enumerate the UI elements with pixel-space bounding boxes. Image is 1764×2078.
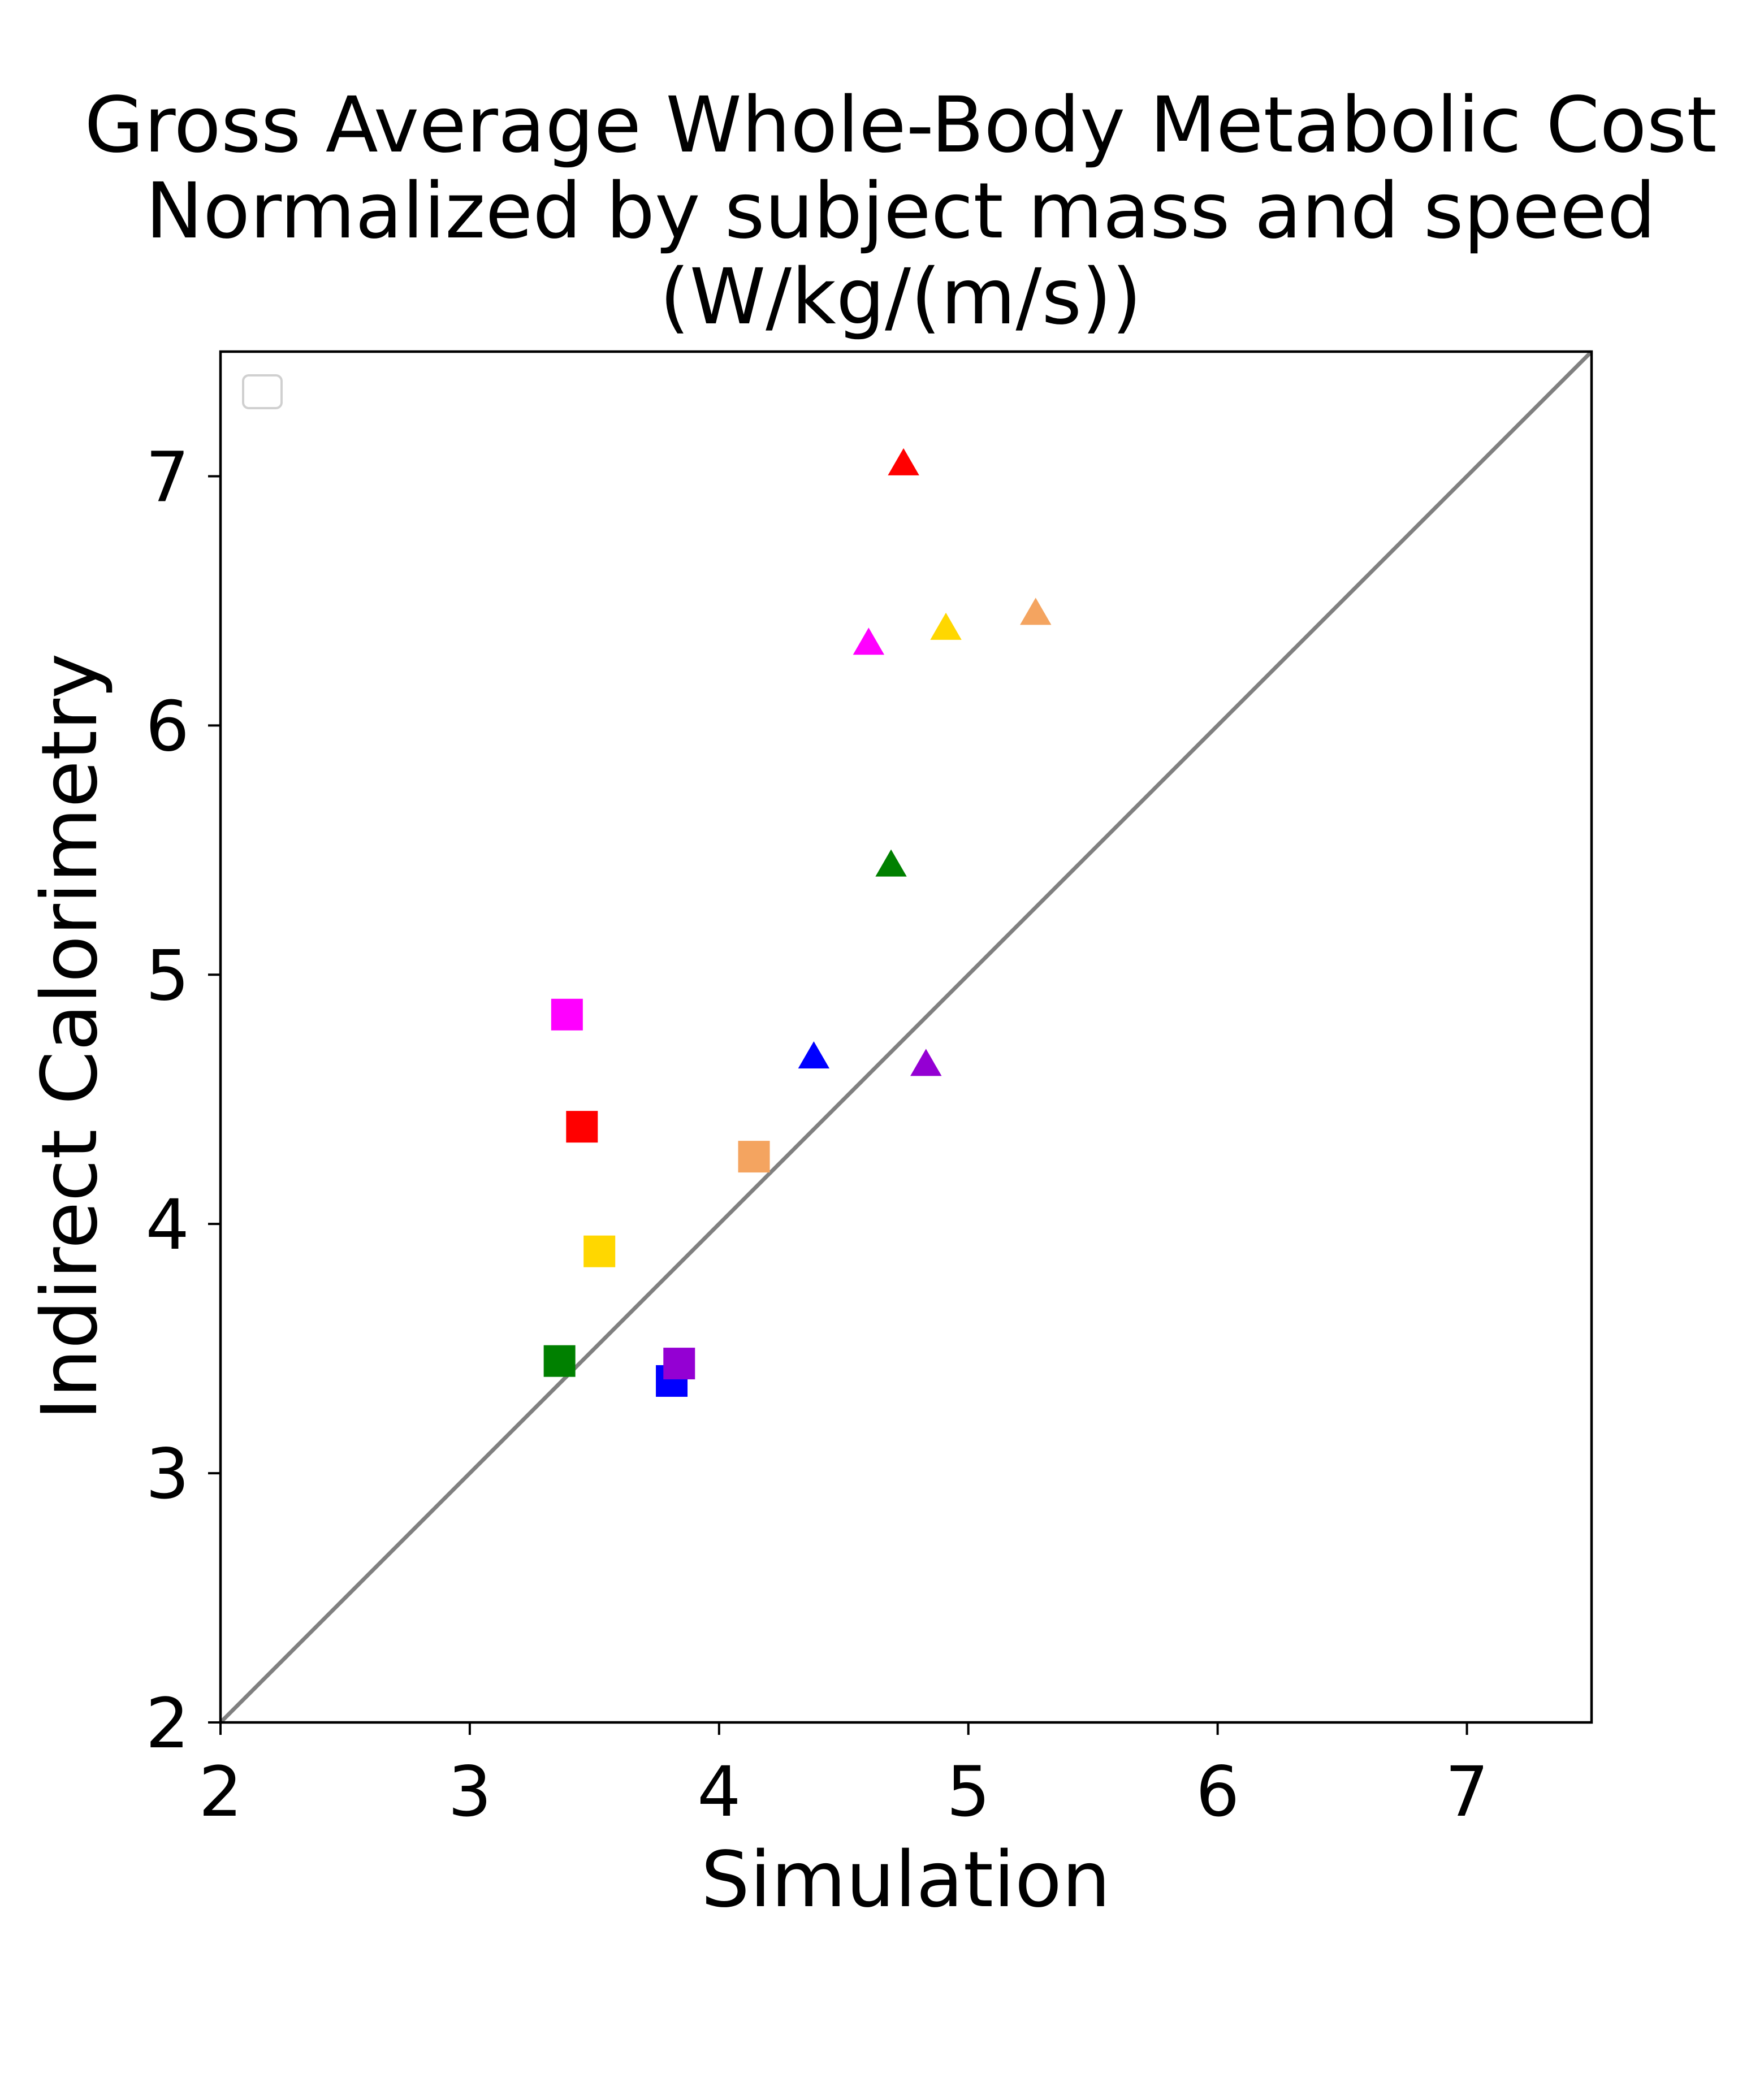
axes-frame <box>219 350 1593 1724</box>
x-tick-label: 7 <box>1445 1752 1489 1832</box>
y-tick-label: 5 <box>145 936 189 1016</box>
x-tick-label: 5 <box>946 1752 991 1832</box>
reference-line-layer <box>219 350 1593 1724</box>
y-tick-label: 3 <box>145 1434 189 1514</box>
square-marker-0 <box>551 998 583 1031</box>
x-tick-label: 2 <box>198 1752 243 1832</box>
x-tick-label: 3 <box>448 1752 492 1832</box>
x-tick-label: 6 <box>1196 1752 1240 1832</box>
chart-title-line-3: (W/kg/(m/s)) <box>660 253 1142 342</box>
identity-line <box>219 350 1593 1724</box>
marker-layer <box>543 448 1052 1397</box>
triangle-marker-6 <box>910 1049 942 1076</box>
triangle-marker-0 <box>888 448 919 475</box>
y-tick-label: 2 <box>145 1683 189 1764</box>
triangle-marker-1 <box>853 627 885 655</box>
y-axis-label: Indirect Calorimetry <box>25 653 115 1420</box>
triangle-marker-5 <box>798 1041 830 1069</box>
y-axis-ticks: 2 3 4 5 6 7 <box>145 437 220 1764</box>
y-tick-label: 7 <box>145 437 189 517</box>
square-marker-6 <box>663 1348 695 1380</box>
triangle-marker-2 <box>930 612 962 640</box>
triangle-marker-4 <box>875 849 907 877</box>
triangle-marker-3 <box>1020 598 1052 625</box>
x-axis-label: Simulation <box>701 1835 1110 1925</box>
square-marker-3 <box>583 1235 616 1267</box>
x-axis-ticks: 2 3 4 5 6 7 <box>198 1722 1489 1832</box>
square-marker-4 <box>543 1345 576 1377</box>
square-marker-1 <box>566 1111 598 1143</box>
x-tick-label: 4 <box>697 1752 741 1832</box>
y-tick-label: 6 <box>145 686 189 767</box>
chart-title-line-1: Gross Average Whole-Body Metabolic Cost <box>84 81 1717 170</box>
y-tick-label: 4 <box>145 1185 189 1265</box>
chart-title: Gross Average Whole-Body Metabolic Cost … <box>84 81 1717 342</box>
chart-title-line-2: Normalized by subject mass and speed <box>145 167 1655 256</box>
empty-legend-box <box>242 374 283 409</box>
plot-area <box>219 350 1593 1724</box>
square-marker-2 <box>738 1141 770 1173</box>
